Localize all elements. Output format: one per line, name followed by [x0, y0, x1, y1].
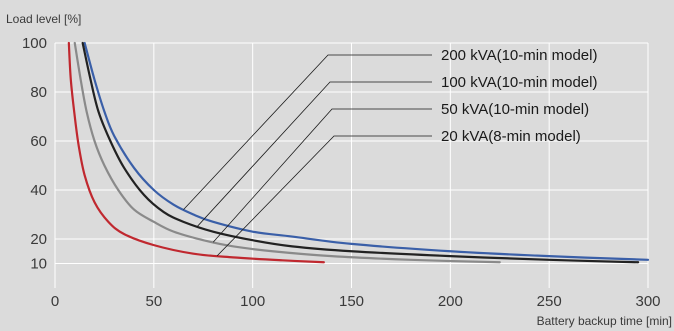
- y-tick-labels: 10 20 40 60 80 100: [22, 35, 47, 273]
- series-line: [67, 41, 325, 264]
- x-tick-labels: 0 50 100 150 200 250 300: [51, 293, 661, 310]
- series-line: [83, 41, 650, 261]
- legend-leader-line: [183, 54, 432, 210]
- grid-lines: [54, 42, 649, 288]
- y-tick-label: 10: [30, 256, 47, 273]
- series-line: [73, 41, 501, 264]
- legend: 200 kVA(10-min model) 100 kVA(10-min mode…: [441, 47, 597, 145]
- series-line: [81, 41, 640, 264]
- series-lines: [67, 41, 650, 264]
- x-tick-label: 250: [537, 293, 562, 310]
- x-tick-label: 150: [339, 293, 364, 310]
- y-tick-label: 60: [30, 133, 47, 150]
- legend-label: 200 kVA(10-min model): [441, 47, 597, 64]
- legend-leader-line: [216, 135, 432, 257]
- x-tick-label: 0: [51, 293, 59, 310]
- y-axis-label: Load level [%]: [6, 12, 81, 26]
- x-tick-label: 300: [635, 293, 660, 310]
- legend-label: 100 kVA(10-min model): [441, 74, 597, 91]
- y-tick-label: 20: [30, 231, 47, 248]
- legend-leader-lines: [183, 54, 432, 257]
- y-tick-label: 100: [22, 35, 47, 52]
- legend-label: 50 kVA(10-min model): [441, 101, 589, 118]
- x-tick-label: 100: [240, 293, 265, 310]
- x-tick-label: 50: [145, 293, 162, 310]
- y-tick-label: 80: [30, 84, 47, 101]
- y-tick-label: 40: [30, 182, 47, 199]
- x-tick-label: 200: [438, 293, 463, 310]
- legend-label: 20 kVA(8-min model): [441, 128, 581, 145]
- legend-leader-line: [212, 108, 432, 243]
- x-axis-label: Battery backup time [min]: [537, 314, 672, 328]
- legend-leader-line: [197, 81, 432, 227]
